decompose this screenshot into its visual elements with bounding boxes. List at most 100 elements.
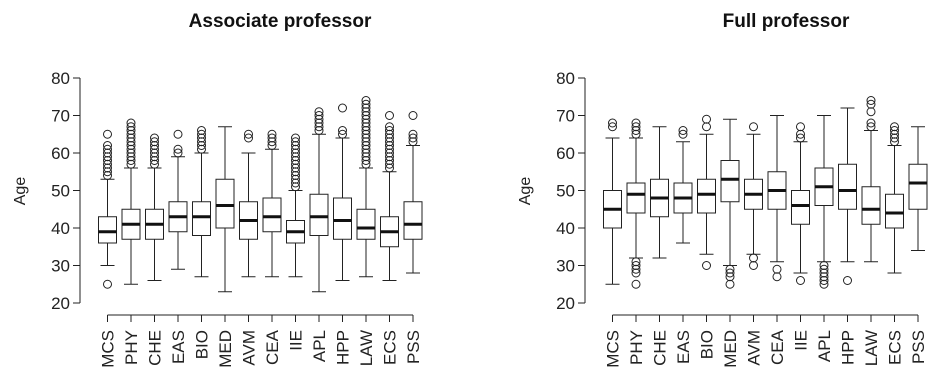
y-tick-label: 60 xyxy=(51,144,70,163)
box-eas xyxy=(673,126,693,244)
outlier-point xyxy=(866,107,876,117)
x-tick-label: LAW xyxy=(862,330,881,366)
x-tick-label: PSS xyxy=(909,330,928,364)
outlier-point xyxy=(361,96,371,105)
outlier-point xyxy=(819,264,829,274)
outlier-point xyxy=(772,272,782,282)
iqr-box xyxy=(697,178,716,214)
outlier-point xyxy=(267,133,277,143)
outlier-point xyxy=(702,261,711,270)
x-tick-label: CEA xyxy=(768,329,787,365)
box-marks xyxy=(98,96,423,293)
box-eas xyxy=(168,129,188,270)
y-tick-label: 70 xyxy=(556,107,575,126)
box-che xyxy=(145,133,164,281)
x-tick-label: MCS xyxy=(99,330,118,368)
y-tick-label: 70 xyxy=(51,107,70,126)
iqr-box xyxy=(626,182,646,214)
outlier-point xyxy=(338,126,347,135)
outlier-point xyxy=(361,99,371,109)
outlier-point xyxy=(314,111,324,120)
x-tick-label: CHE xyxy=(146,330,165,366)
y-tick-label: 20 xyxy=(556,294,575,313)
x-tick-label: PHY xyxy=(122,330,141,365)
x-tick-label: HPP xyxy=(839,330,858,365)
outlier-point xyxy=(408,133,418,143)
outlier-point xyxy=(678,126,688,135)
box-avm xyxy=(744,122,763,270)
box-pss xyxy=(908,126,928,251)
outlier-point xyxy=(749,261,758,270)
outlier-point xyxy=(103,144,112,154)
outlier-point xyxy=(866,122,876,132)
x-tick-label: MED xyxy=(721,330,740,368)
outlier-point xyxy=(126,122,136,132)
x-tick-label: IIE xyxy=(792,330,811,351)
outlier-point xyxy=(244,129,253,139)
y-tick-label: 40 xyxy=(51,219,70,238)
box-law xyxy=(356,96,376,278)
chart-title: Associate professor xyxy=(189,11,372,32)
outlier-point xyxy=(291,133,300,143)
outlier-point xyxy=(866,96,876,105)
outlier-point xyxy=(385,126,394,135)
outlier-point xyxy=(749,253,758,263)
box-iie xyxy=(286,133,305,278)
outlier-point xyxy=(819,261,829,270)
box-mcs xyxy=(603,118,622,285)
box-bio xyxy=(697,114,716,270)
outlier-point xyxy=(702,114,711,124)
outlier-point xyxy=(678,129,688,139)
outlier-point xyxy=(631,122,641,132)
iqr-box xyxy=(908,163,928,210)
y-tick-label: 30 xyxy=(556,257,575,276)
box-marks xyxy=(603,96,928,289)
outlier-point xyxy=(338,103,347,113)
chart-title: Full professor xyxy=(723,11,850,32)
iqr-box xyxy=(791,190,810,225)
box-hpp xyxy=(838,107,857,285)
x-tick-label: IIE xyxy=(287,330,306,351)
y-axis-label: Age xyxy=(517,177,534,206)
box-mcs xyxy=(98,129,117,289)
iqr-box xyxy=(861,186,881,225)
iqr-box xyxy=(262,197,282,233)
outlier-point xyxy=(796,122,805,132)
box-apl xyxy=(814,115,834,289)
y-tick-label: 60 xyxy=(556,144,575,163)
box-phy xyxy=(626,118,646,289)
outlier-point xyxy=(173,129,183,139)
iqr-box xyxy=(333,197,352,240)
outlier-point xyxy=(408,129,418,139)
x-tick-label: ECS xyxy=(381,330,400,365)
outlier-point xyxy=(244,133,253,143)
box-iie xyxy=(791,122,810,285)
outlier-point xyxy=(408,111,418,120)
outlier-point xyxy=(338,129,347,139)
x-tick-label: MCS xyxy=(604,330,623,368)
y-axis-label: Age xyxy=(12,177,29,206)
y-tick-label: 80 xyxy=(556,69,575,88)
outlier-point xyxy=(890,122,899,132)
axes: 20 30 40 50 60 70 80 MCS PHY CHE EAS BIO MED AVM CEA II… xyxy=(51,69,423,368)
outlier-point xyxy=(772,264,782,274)
x-tick-label: MED xyxy=(216,330,235,368)
outlier-point xyxy=(385,111,394,120)
outlier-point xyxy=(796,276,805,285)
associate-professor-panel: Associate professor Age 20 30 40 50 60 70 80 MC… xyxy=(12,11,423,368)
iqr-box xyxy=(720,160,740,203)
x-tick-label: EAS xyxy=(169,330,188,364)
box-bio xyxy=(192,126,211,278)
x-tick-label: LAW xyxy=(357,330,376,366)
y-tick-label: 50 xyxy=(556,182,575,201)
y-tick-label: 40 xyxy=(556,219,575,238)
x-tick-label: PHY xyxy=(627,330,646,365)
outlier-point xyxy=(725,268,735,278)
box-law xyxy=(861,96,881,263)
iqr-box xyxy=(215,178,235,229)
full-professor-panel: Full professor Age 20 30 40 50 60 70 80 MCS PHY C… xyxy=(517,11,928,368)
iqr-box xyxy=(192,201,211,236)
outlier-point xyxy=(631,261,641,270)
outlier-point xyxy=(291,137,300,147)
box-ecs xyxy=(380,111,399,281)
